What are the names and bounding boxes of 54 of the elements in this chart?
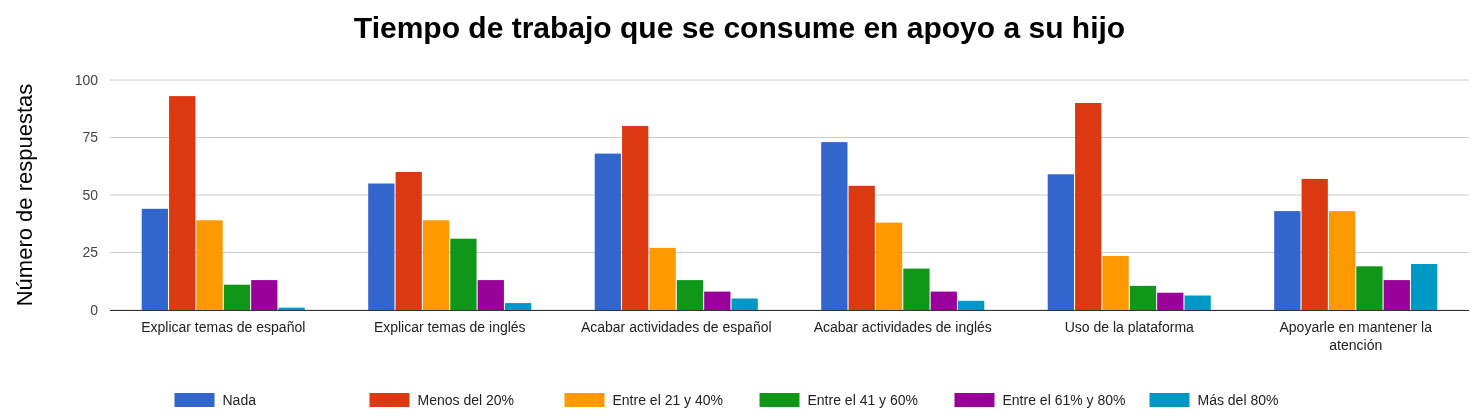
x-tick-label: Explicar temas de inglés [373,319,526,335]
bar [368,183,395,310]
y-tick-label: 50 [82,186,99,203]
bar [196,220,223,310]
legend-label: Más del 80% [1197,392,1279,408]
bar [1274,211,1301,310]
bar [958,300,985,310]
y-tick-label: 100 [74,71,99,88]
bar [1075,103,1102,310]
bar [223,284,251,310]
bar [1157,292,1184,310]
bar [875,222,903,310]
bar [505,303,532,310]
x-tick-label: Explicar temas de español [141,319,306,335]
x-tick-label: Acabar actividades de inglés [813,319,992,335]
x-tick-label: Uso de la plataforma [1064,319,1195,335]
legend-label: Menos del 20% [417,392,515,408]
x-tick-label: Acabar actividades de español [580,319,772,335]
bar [821,142,848,310]
legend-label: Entre el 21 y 40% [612,392,724,408]
y-tick-label: 0 [90,301,99,318]
bar [848,185,875,310]
bar [251,280,278,310]
bar [622,126,649,310]
bar [649,247,676,310]
bar [422,220,450,310]
bar [676,280,704,310]
bar [450,238,477,310]
legend-label: Nada [222,392,257,408]
chart-title: Tiempo de trabajo que se consume en apoyo a su hijo [353,11,1126,44]
legend-label: Entre el 61% y 80% [1002,392,1126,408]
bar [141,208,168,310]
y-tick-label: 25 [82,244,99,261]
bar [1301,178,1328,310]
bar [1383,280,1410,310]
bar [594,153,621,310]
y-tick-label: 75 [82,129,99,146]
bar [1184,295,1211,310]
y-axis-title: Número de respuestas [12,83,37,307]
bar [1356,266,1383,310]
bar [704,291,731,310]
bar [1102,255,1129,310]
x-tick-label: Apoyarle en mantener la atención [1279,319,1433,353]
bar [395,172,422,310]
bar [903,268,930,310]
bar [1129,285,1157,310]
bar [1047,174,1074,310]
bar [731,298,758,310]
bar [169,96,196,310]
legend-label: Entre el 41 y 60% [807,392,919,408]
bar [1411,264,1438,310]
bar [930,291,957,310]
bar [477,280,504,310]
bar [1328,211,1356,310]
